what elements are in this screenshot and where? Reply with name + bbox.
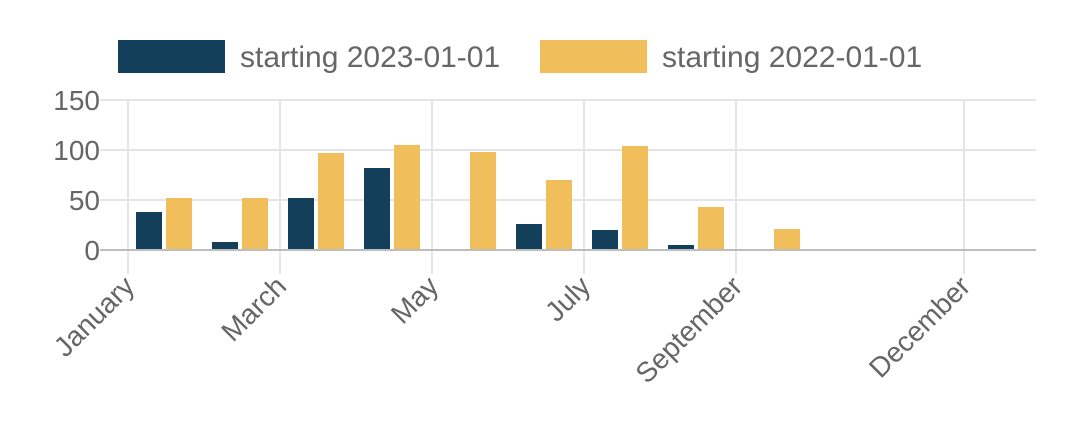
legend-label-2: starting 2022-01-01 xyxy=(662,41,922,74)
bar-s2-june xyxy=(546,180,572,250)
bar-s2-september xyxy=(774,229,800,250)
legend-label-1: starting 2023-01-01 xyxy=(240,41,500,74)
vertical-gridlines xyxy=(127,100,965,274)
x-tick-label-december: December xyxy=(863,270,976,383)
legend-swatch-2 xyxy=(540,40,647,73)
bar-s1-january xyxy=(136,212,162,250)
y-tick-label-0: 0 xyxy=(84,235,100,266)
x-tick-label-july: July xyxy=(539,270,596,327)
bar-s2-may xyxy=(470,152,496,250)
bar-s1-august xyxy=(668,245,694,250)
bar-s2-february xyxy=(242,198,268,250)
bar-s2-august xyxy=(698,207,724,250)
legend-swatch-1 xyxy=(118,40,225,73)
bar-s1-june xyxy=(516,224,542,250)
bar-s2-july xyxy=(622,146,648,250)
x-tick-label-january: January xyxy=(48,270,140,362)
bar-s1-march xyxy=(288,198,314,250)
bar-s1-february xyxy=(212,242,238,250)
x-tick-label-may: May xyxy=(385,270,444,329)
y-tick-label-50: 50 xyxy=(69,185,100,216)
y-tick-label-100: 100 xyxy=(53,135,100,166)
bar-s2-march xyxy=(318,153,344,250)
x-tick-label-september: September xyxy=(629,270,748,389)
y-axis-ticks: 0 50 100 150 xyxy=(53,85,100,266)
bar-s2-april xyxy=(394,145,420,250)
legend: starting 2023-01-01 starting 2022-01-01 xyxy=(118,40,922,74)
bar-s1-april xyxy=(364,168,390,250)
y-tick-label-150: 150 xyxy=(53,85,100,116)
bar-s1-july xyxy=(592,230,618,250)
bar-s2-january xyxy=(166,198,192,250)
bars xyxy=(136,145,800,250)
x-tick-label-march: March xyxy=(215,270,292,347)
x-axis-ticks: January March May July September December xyxy=(48,270,976,389)
